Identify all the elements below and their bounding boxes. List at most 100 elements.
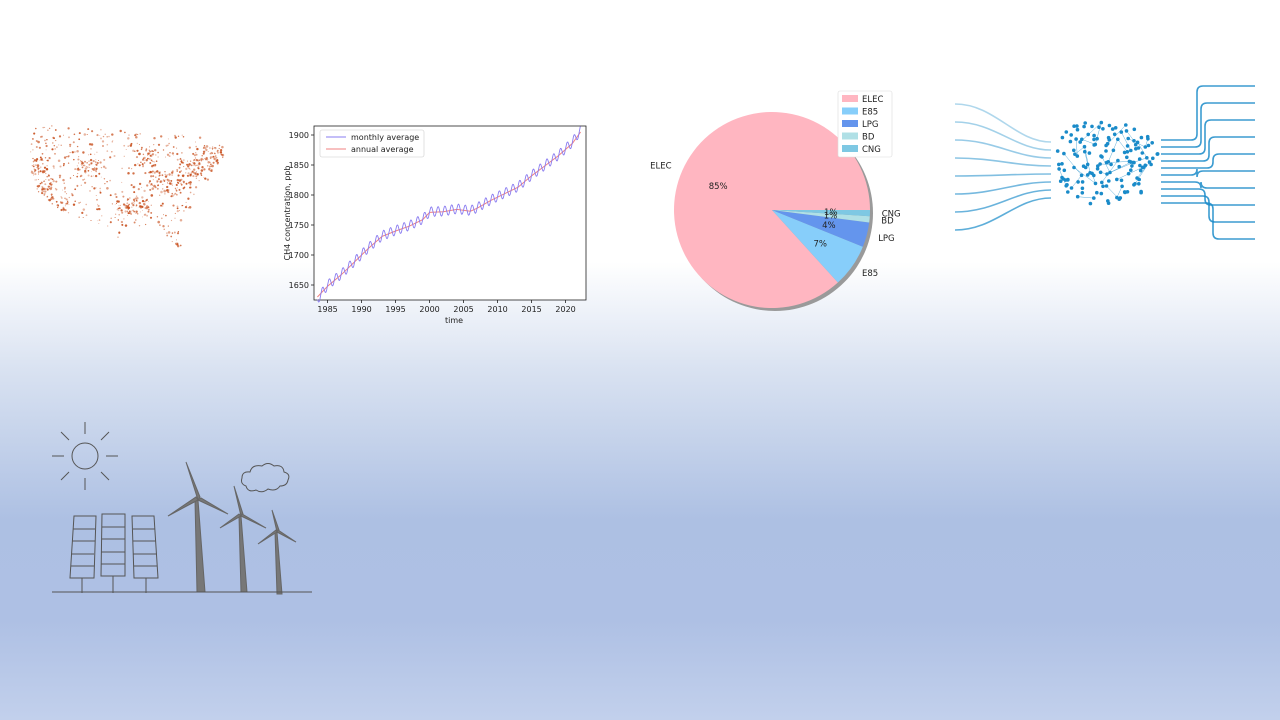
legend-label-annual: annual average: [351, 145, 414, 154]
map-dot: [157, 143, 161, 146]
pie-slices: [674, 112, 870, 309]
x-ticks: 1985 1990 1995 2000 2005 2010 2015 2020: [317, 300, 576, 314]
map-dot: [176, 205, 179, 208]
map-dot: [171, 152, 175, 155]
map-dot: [147, 211, 149, 213]
network-node: [1101, 184, 1105, 189]
network-node: [1083, 121, 1087, 125]
network-edge: [1077, 196, 1094, 199]
network-node: [1104, 143, 1108, 148]
map-dot: [57, 206, 59, 209]
network-node: [1075, 124, 1079, 128]
map-dot: [33, 164, 35, 166]
map-dot: [162, 183, 164, 185]
map-dot: [161, 188, 164, 190]
map-dot: [176, 178, 179, 182]
map-dot: [176, 209, 179, 213]
map-dot: [84, 167, 88, 170]
map-dot: [212, 161, 215, 164]
map-dot: [167, 144, 169, 147]
map-dot: [172, 204, 175, 207]
map-dot: [36, 188, 38, 190]
network-node: [1122, 150, 1127, 155]
map-dot: [51, 125, 53, 127]
map-dot: [47, 185, 50, 188]
network-node: [1146, 143, 1151, 148]
map-dot: [88, 160, 90, 162]
map-dot: [35, 139, 38, 143]
network-node: [1100, 180, 1104, 185]
input-line: [955, 103, 1052, 143]
network-node: [1145, 156, 1149, 160]
network-node: [1119, 130, 1124, 134]
network-node: [1117, 164, 1121, 169]
map-dot: [195, 145, 197, 148]
pie-legend-label: LPG: [862, 120, 878, 130]
map-dot: [142, 200, 144, 203]
map-dot: [69, 152, 71, 154]
map-dot: [206, 158, 209, 161]
map-dot: [162, 149, 165, 151]
map-dot: [173, 154, 175, 156]
pie-legend-swatch: [842, 132, 858, 140]
map-dot: [37, 168, 40, 170]
y-tick-label: 1800: [289, 191, 309, 200]
map-dot: [178, 171, 181, 173]
network-node: [1064, 184, 1068, 188]
map-dot: [203, 157, 205, 160]
map-dot: [50, 193, 53, 196]
map-dot: [119, 204, 122, 206]
map-dot: [175, 188, 177, 191]
map-dot: [78, 156, 80, 158]
map-dot: [151, 172, 154, 174]
map-dot: [74, 200, 76, 202]
map-dot: [172, 146, 175, 148]
map-dot: [41, 135, 43, 138]
map-dot: [56, 146, 58, 148]
map-dot: [115, 195, 118, 199]
map-dot: [63, 186, 67, 189]
map-dot: [35, 160, 38, 162]
map-dot: [168, 173, 171, 176]
map-dot: [41, 170, 45, 174]
map-dot: [128, 134, 130, 136]
network-node: [1151, 156, 1155, 161]
map-dot: [100, 176, 102, 178]
map-dot: [147, 201, 149, 203]
map-dot: [181, 152, 183, 154]
map-dot: [221, 153, 225, 157]
x-tick-label: 2020: [555, 305, 575, 314]
map-dot: [118, 231, 121, 234]
network-node: [1119, 178, 1124, 183]
map-dot: [102, 135, 105, 138]
map-dot: [48, 156, 51, 159]
network-node: [1097, 125, 1101, 129]
map-dot: [76, 149, 79, 153]
map-dot: [137, 133, 139, 135]
map-dot: [46, 165, 48, 167]
network-node: [1130, 164, 1134, 168]
map-dot: [140, 161, 142, 164]
network-node: [1137, 157, 1142, 161]
map-dot: [211, 152, 214, 154]
map-dot: [62, 207, 65, 210]
input-line: [955, 197, 1052, 231]
map-dot: [168, 189, 170, 191]
map-dot: [142, 157, 145, 160]
map-dot: [174, 192, 177, 195]
map-dot: [212, 145, 214, 148]
pie-pct-label: 1%: [824, 208, 838, 218]
map-dot: [64, 209, 67, 212]
map-dot: [178, 188, 181, 191]
map-dot: [30, 143, 33, 145]
map-dot: [48, 187, 51, 190]
map-dot: [114, 204, 116, 205]
map-dot: [100, 128, 102, 131]
map-dot: [96, 161, 99, 165]
map-dot: [176, 207, 179, 210]
map-dot: [152, 170, 154, 173]
map-dot: [188, 167, 190, 169]
map-dot: [167, 225, 169, 227]
network-node: [1118, 196, 1123, 200]
map-dot: [51, 196, 54, 199]
